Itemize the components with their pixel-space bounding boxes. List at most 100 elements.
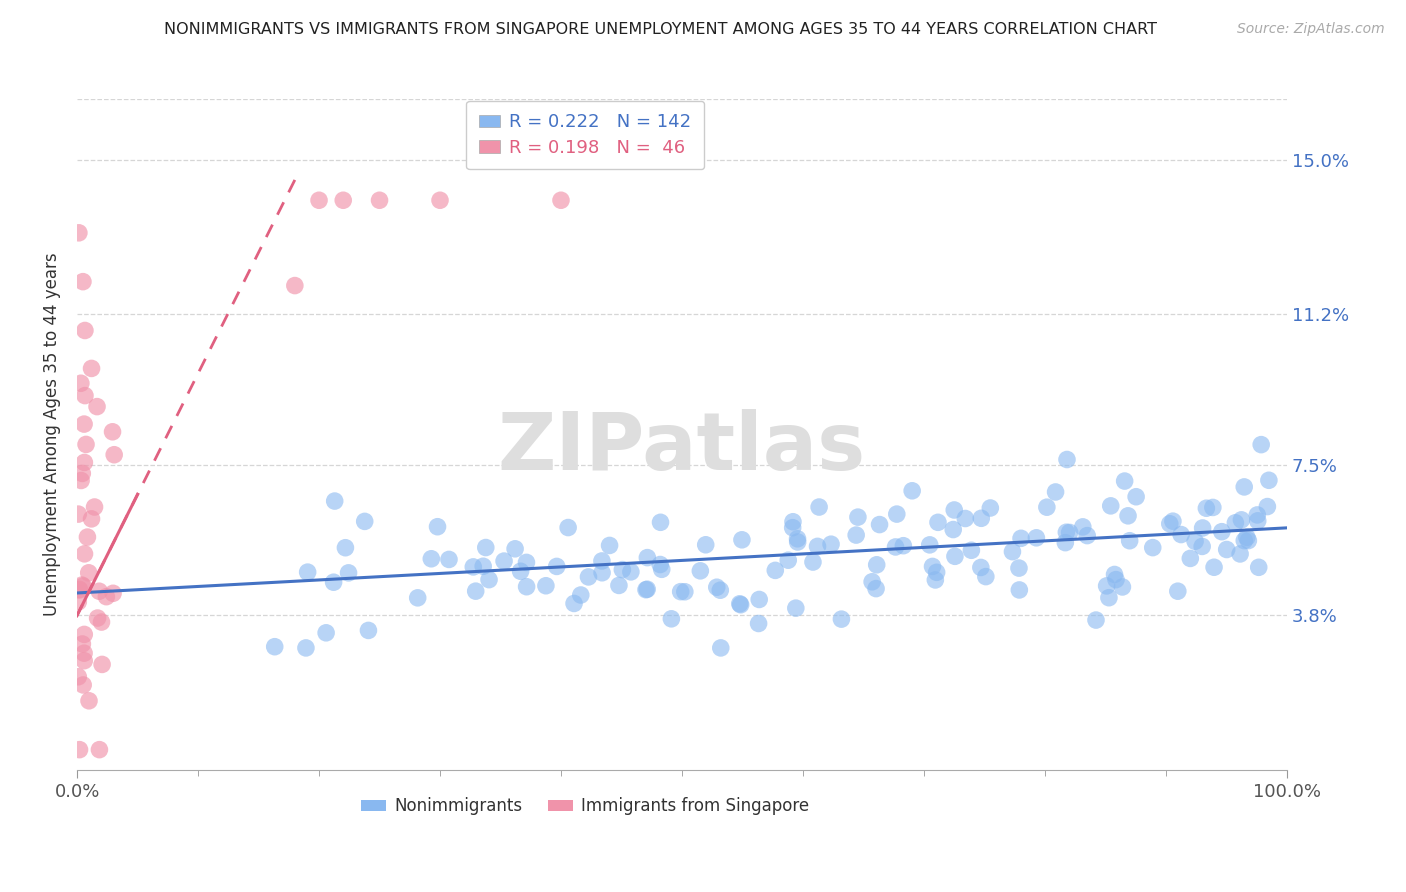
Point bbox=[1250, 437, 1272, 451]
Point bbox=[901, 483, 924, 498]
Point bbox=[426, 519, 449, 533]
Text: NONIMMIGRANTS VS IMMIGRANTS FROM SINGAPORE UNEMPLOYMENT AMONG AGES 35 TO 44 YEAR: NONIMMIGRANTS VS IMMIGRANTS FROM SINGAPO… bbox=[165, 22, 1157, 37]
Point bbox=[1095, 579, 1118, 593]
Point bbox=[782, 521, 804, 535]
Point bbox=[263, 640, 285, 654]
Point bbox=[801, 555, 824, 569]
Point bbox=[1054, 525, 1077, 540]
Point bbox=[591, 566, 613, 580]
Point bbox=[569, 588, 592, 602]
Point bbox=[669, 584, 692, 599]
Point bbox=[830, 612, 852, 626]
Point bbox=[323, 494, 346, 508]
Point bbox=[337, 566, 360, 580]
Point bbox=[494, 554, 516, 568]
Point bbox=[806, 540, 828, 554]
Point bbox=[763, 563, 786, 577]
Point bbox=[650, 516, 672, 530]
Point bbox=[478, 573, 501, 587]
Point bbox=[69, 742, 91, 756]
Point bbox=[1247, 514, 1270, 528]
Point bbox=[1167, 584, 1189, 599]
Point bbox=[921, 559, 943, 574]
Point bbox=[607, 578, 630, 592]
Point bbox=[73, 417, 96, 431]
Point bbox=[284, 278, 307, 293]
Point bbox=[1195, 501, 1218, 516]
Point bbox=[1114, 474, 1136, 488]
Point bbox=[357, 624, 380, 638]
Point bbox=[942, 523, 965, 537]
Point bbox=[591, 554, 613, 568]
Point bbox=[546, 559, 568, 574]
Point bbox=[778, 553, 800, 567]
Point bbox=[91, 657, 114, 672]
Point bbox=[689, 564, 711, 578]
Point bbox=[748, 616, 770, 631]
Point bbox=[72, 637, 94, 651]
Point bbox=[925, 566, 948, 580]
Point bbox=[67, 507, 90, 521]
Point bbox=[620, 565, 643, 579]
Point bbox=[73, 646, 96, 660]
Point bbox=[73, 627, 96, 641]
Point bbox=[710, 640, 733, 655]
Point bbox=[89, 742, 111, 756]
Point bbox=[1105, 573, 1128, 587]
Point bbox=[322, 575, 344, 590]
Point bbox=[353, 515, 375, 529]
Point bbox=[86, 611, 108, 625]
Point bbox=[72, 275, 94, 289]
Point bbox=[515, 555, 537, 569]
Point bbox=[420, 551, 443, 566]
Point bbox=[67, 582, 90, 597]
Point bbox=[1104, 567, 1126, 582]
Point bbox=[955, 511, 977, 525]
Point bbox=[332, 194, 354, 208]
Point bbox=[636, 582, 658, 597]
Point bbox=[709, 583, 731, 598]
Point bbox=[77, 566, 100, 580]
Point bbox=[974, 569, 997, 583]
Point bbox=[748, 592, 770, 607]
Point bbox=[73, 388, 96, 402]
Point bbox=[820, 537, 842, 551]
Point bbox=[1085, 613, 1108, 627]
Point bbox=[1247, 560, 1270, 574]
Point bbox=[429, 194, 451, 208]
Point bbox=[1202, 560, 1225, 574]
Point bbox=[101, 586, 124, 600]
Point bbox=[76, 530, 98, 544]
Point bbox=[1246, 508, 1268, 522]
Point bbox=[927, 516, 949, 530]
Point bbox=[650, 558, 672, 572]
Point bbox=[70, 376, 93, 391]
Point bbox=[730, 598, 752, 612]
Point bbox=[557, 520, 579, 534]
Point bbox=[503, 541, 526, 556]
Point bbox=[673, 584, 696, 599]
Point bbox=[960, 543, 983, 558]
Point bbox=[1071, 520, 1094, 534]
Point bbox=[80, 512, 103, 526]
Point bbox=[786, 535, 808, 549]
Point bbox=[70, 474, 93, 488]
Point bbox=[101, 425, 124, 439]
Text: ZIPatlas: ZIPatlas bbox=[498, 409, 866, 487]
Point bbox=[72, 579, 94, 593]
Point bbox=[1211, 524, 1233, 539]
Point bbox=[308, 194, 330, 208]
Point bbox=[89, 584, 111, 599]
Point bbox=[75, 437, 97, 451]
Point bbox=[437, 552, 460, 566]
Point bbox=[1225, 516, 1247, 530]
Point bbox=[1256, 500, 1278, 514]
Point bbox=[1184, 534, 1206, 549]
Point bbox=[72, 467, 94, 481]
Point bbox=[562, 597, 585, 611]
Point bbox=[464, 584, 486, 599]
Point bbox=[1059, 525, 1081, 540]
Point bbox=[599, 538, 621, 552]
Point bbox=[891, 539, 914, 553]
Point bbox=[550, 194, 572, 208]
